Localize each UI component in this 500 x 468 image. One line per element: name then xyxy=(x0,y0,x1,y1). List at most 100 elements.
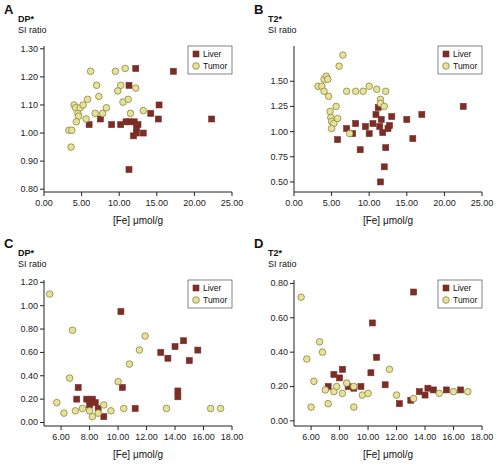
point xyxy=(353,121,359,127)
x-tick-label: 15.00 xyxy=(146,198,169,208)
x-axis-label: [Fe] μmol/g xyxy=(113,215,163,226)
x-tick xyxy=(146,426,147,430)
point xyxy=(411,289,417,295)
legend-label: Tumor xyxy=(453,61,477,71)
series xyxy=(66,65,147,150)
y-tick xyxy=(290,386,294,387)
point xyxy=(103,104,110,111)
x-tick-label: 12.00 xyxy=(385,432,408,442)
point xyxy=(343,88,350,95)
point xyxy=(378,117,384,123)
x-axis-label: [Fe] μmol/g xyxy=(113,449,163,460)
point xyxy=(130,133,136,139)
point xyxy=(112,68,119,75)
point xyxy=(148,110,154,116)
x-tick xyxy=(396,426,397,430)
x-tick-label: 12.00 xyxy=(135,432,158,442)
y-tick-label: 0.80 xyxy=(20,324,38,334)
point xyxy=(73,119,80,126)
legend-marker xyxy=(443,63,450,70)
legend-marker xyxy=(443,285,449,291)
point xyxy=(327,108,334,115)
y-axis xyxy=(44,280,45,426)
panel-label: C xyxy=(4,236,14,251)
legend-box xyxy=(438,280,482,308)
point xyxy=(114,88,121,95)
point xyxy=(443,387,449,393)
point xyxy=(431,387,437,393)
x-axis xyxy=(44,192,232,193)
y-tick-label: 0.00 xyxy=(270,416,288,426)
point xyxy=(66,375,73,382)
y-axis-label-line: SI ratio xyxy=(268,259,297,269)
panel-label: D xyxy=(254,236,263,251)
x-tick xyxy=(369,192,370,196)
x-tick xyxy=(368,426,369,430)
point xyxy=(93,82,100,89)
point xyxy=(163,405,170,412)
legend-label: Liver xyxy=(203,283,222,293)
point xyxy=(126,82,132,88)
point xyxy=(80,102,87,109)
x-tick-label: 6.00 xyxy=(52,432,70,442)
point xyxy=(339,390,346,397)
point xyxy=(464,388,471,395)
point xyxy=(140,130,146,136)
y-tick xyxy=(40,329,44,330)
y-tick xyxy=(290,181,294,182)
y-tick-label: 0.60 xyxy=(270,313,288,323)
point xyxy=(136,347,143,354)
point xyxy=(381,103,388,110)
panel: CDP*SI ratio6.008.0010.0012.0014.0016.00… xyxy=(4,236,243,460)
x-tick xyxy=(232,192,233,196)
x-axis-label: [Fe] μmol/g xyxy=(363,449,413,460)
background xyxy=(0,0,500,468)
point xyxy=(132,405,138,411)
x-tick-label: 14.00 xyxy=(164,432,187,442)
y-tick-label: 0.75 xyxy=(270,152,288,162)
point xyxy=(132,85,139,92)
legend-marker xyxy=(193,51,199,57)
y-tick xyxy=(290,156,294,157)
point xyxy=(325,93,332,100)
y-tick-label: 1.10 xyxy=(20,100,38,110)
series xyxy=(315,52,389,137)
y-tick-label: 1.25 xyxy=(270,101,288,111)
x-tick-label: 20.00 xyxy=(433,198,456,208)
x-tick xyxy=(311,426,312,430)
y-tick xyxy=(40,48,44,49)
y-tick-label: 1.00 xyxy=(270,127,288,137)
y-tick xyxy=(40,76,44,77)
y-tick xyxy=(290,352,294,353)
point xyxy=(334,115,341,122)
point xyxy=(396,401,402,407)
point xyxy=(87,68,94,75)
y-tick xyxy=(40,282,44,283)
point xyxy=(140,107,147,114)
x-tick-label: 20.00 xyxy=(183,198,206,208)
y-tick-label: 0.40 xyxy=(20,371,38,381)
legend-marker xyxy=(193,285,199,291)
point xyxy=(331,371,337,377)
y-axis-label: T2*SI ratio xyxy=(268,248,297,269)
point xyxy=(186,358,192,364)
point xyxy=(175,388,181,394)
point xyxy=(383,145,389,151)
point xyxy=(74,396,80,402)
legend-label: Liver xyxy=(453,283,472,293)
x-tick xyxy=(61,426,62,430)
point xyxy=(322,387,329,394)
point xyxy=(156,102,162,108)
x-tick xyxy=(331,192,332,196)
point xyxy=(118,309,124,315)
x-tick-label: 5.00 xyxy=(323,198,341,208)
point xyxy=(68,144,75,151)
legend: LiverTumor xyxy=(188,280,232,308)
y-axis-label-line: SI ratio xyxy=(268,25,297,35)
point xyxy=(69,127,76,134)
point xyxy=(333,383,340,390)
legend-label: Tumor xyxy=(453,295,477,305)
x-tick-label: 16.00 xyxy=(192,432,215,442)
x-tick xyxy=(118,426,119,430)
point xyxy=(373,86,380,93)
